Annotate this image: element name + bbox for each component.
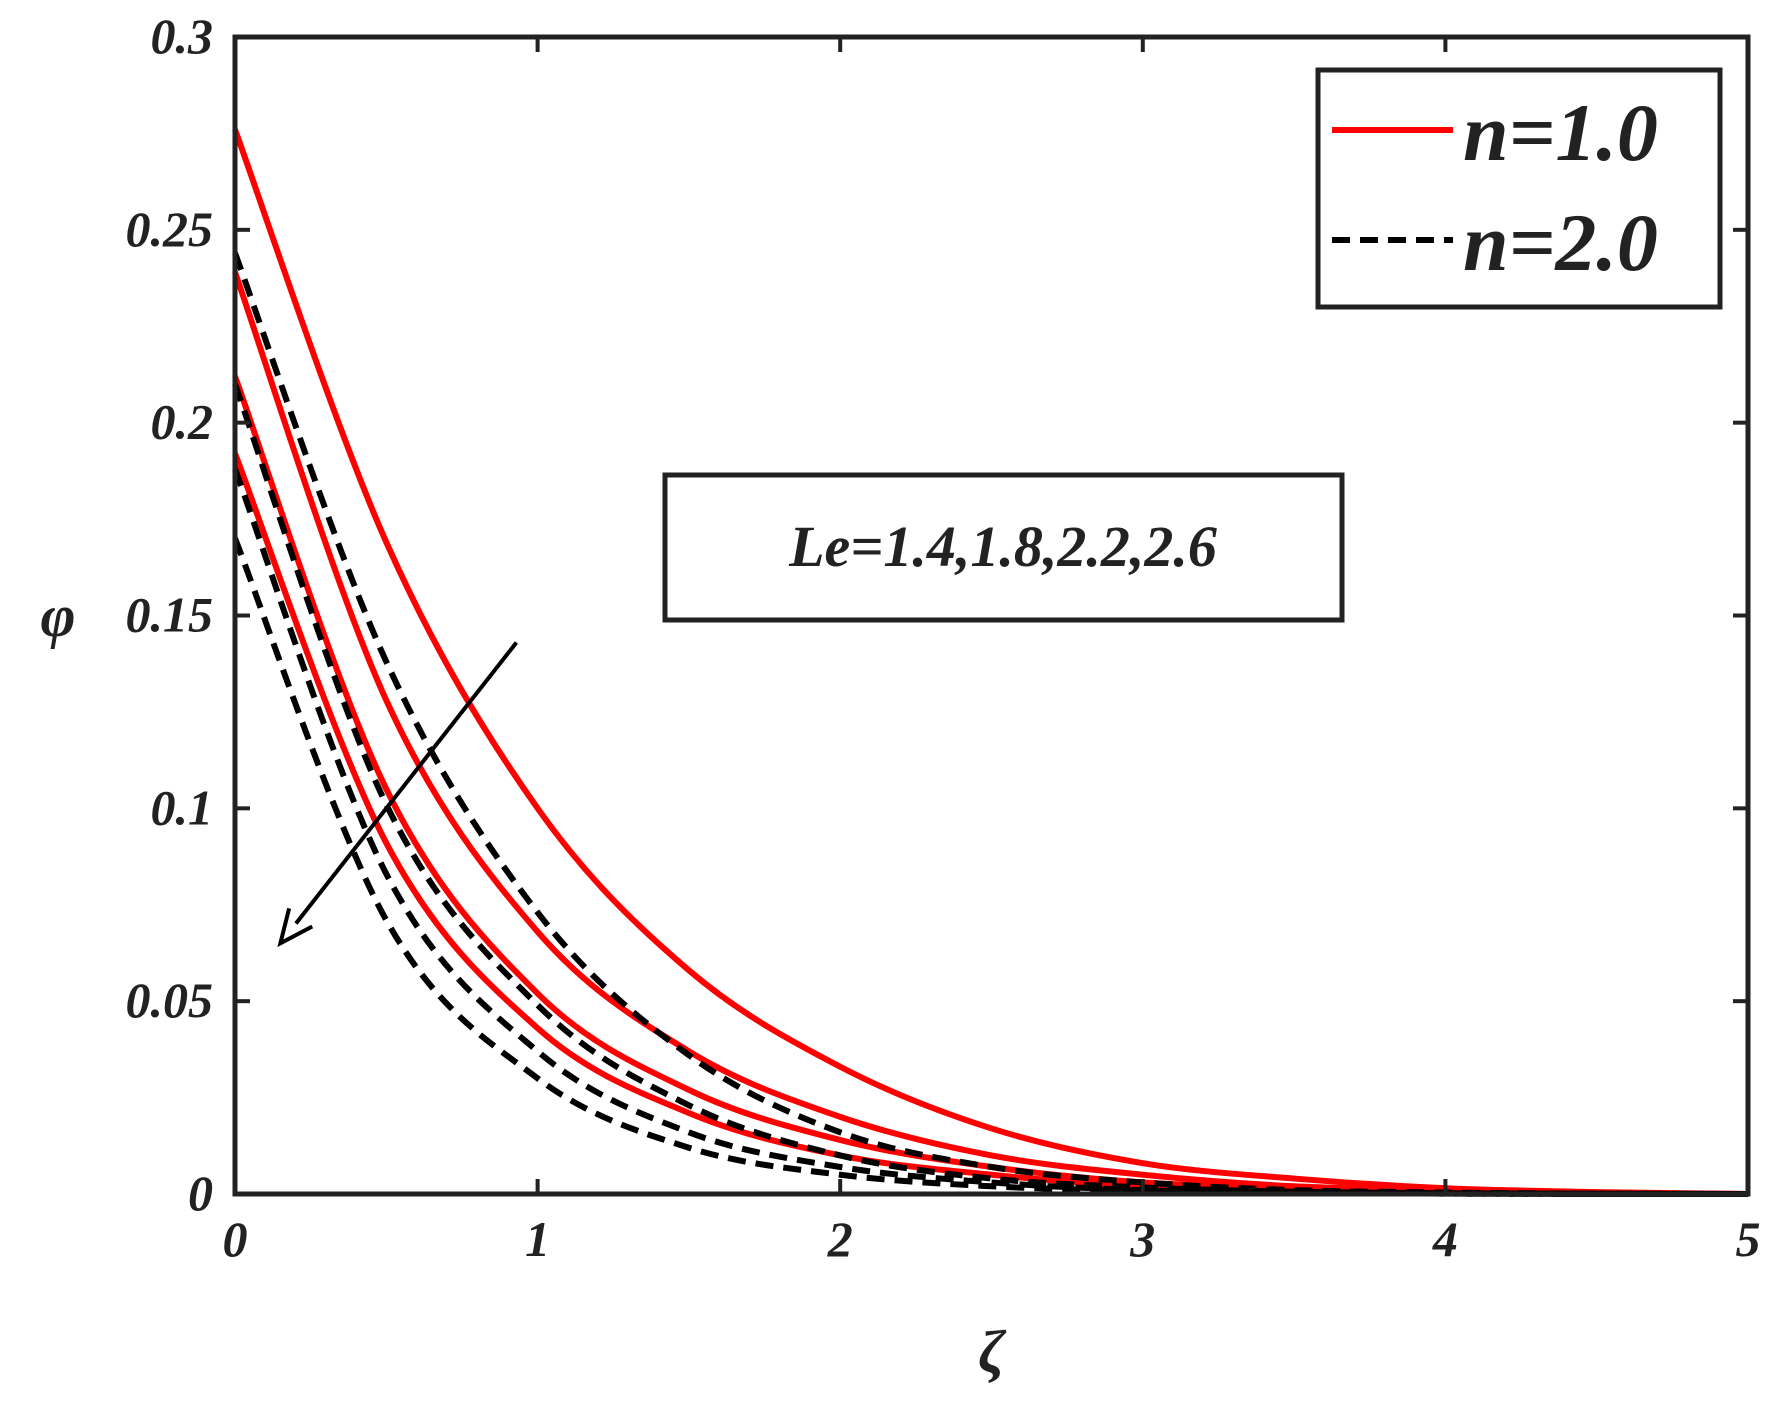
y-tick-label: 0.25 [126, 201, 214, 257]
series-line-n2-2 [232, 383, 1749, 1197]
x-tick-label: 5 [1736, 1211, 1761, 1267]
x-tick-label: 1 [525, 1211, 550, 1267]
legend-label: n=2.0 [1463, 197, 1658, 288]
legend-label: n=1.0 [1463, 87, 1658, 178]
legend: n=1.0 n=2.0 [1315, 67, 1723, 310]
x-tick-label: 4 [1432, 1211, 1458, 1267]
trend-arrow-shaft [294, 641, 518, 925]
ticks-layer: 0 1 2 3 4 5 0 0.05 0.1 0.15 0.2 0.25 0.3 ζ φ [40, 8, 1760, 1385]
annotation-layer: Le=1.4,1.8,2.2,2.6 [277, 472, 1345, 948]
y-tick-label: 0.05 [126, 972, 214, 1028]
series-line-n2-1 [232, 251, 1749, 1197]
x-tick-label: 3 [1129, 1211, 1155, 1267]
x-tick-label: 2 [827, 1211, 853, 1267]
trend-arrow-head [277, 907, 314, 948]
y-tick-label: 0 [188, 1165, 213, 1221]
y-tick-label: 0.3 [151, 8, 214, 64]
x-tick-label: 0 [223, 1211, 248, 1267]
annotation-box [662, 472, 1345, 623]
y-tick-label: 0.15 [126, 587, 214, 643]
annotation-text: Le=1.4,1.8,2.2,2.6 [788, 514, 1217, 579]
y-axis-label: φ [40, 583, 75, 649]
legend-box [1315, 67, 1723, 310]
x-axis-label: ζ [978, 1319, 1007, 1385]
y-tick-label: 0.1 [151, 779, 214, 835]
y-tick-label: 0.2 [151, 394, 214, 450]
